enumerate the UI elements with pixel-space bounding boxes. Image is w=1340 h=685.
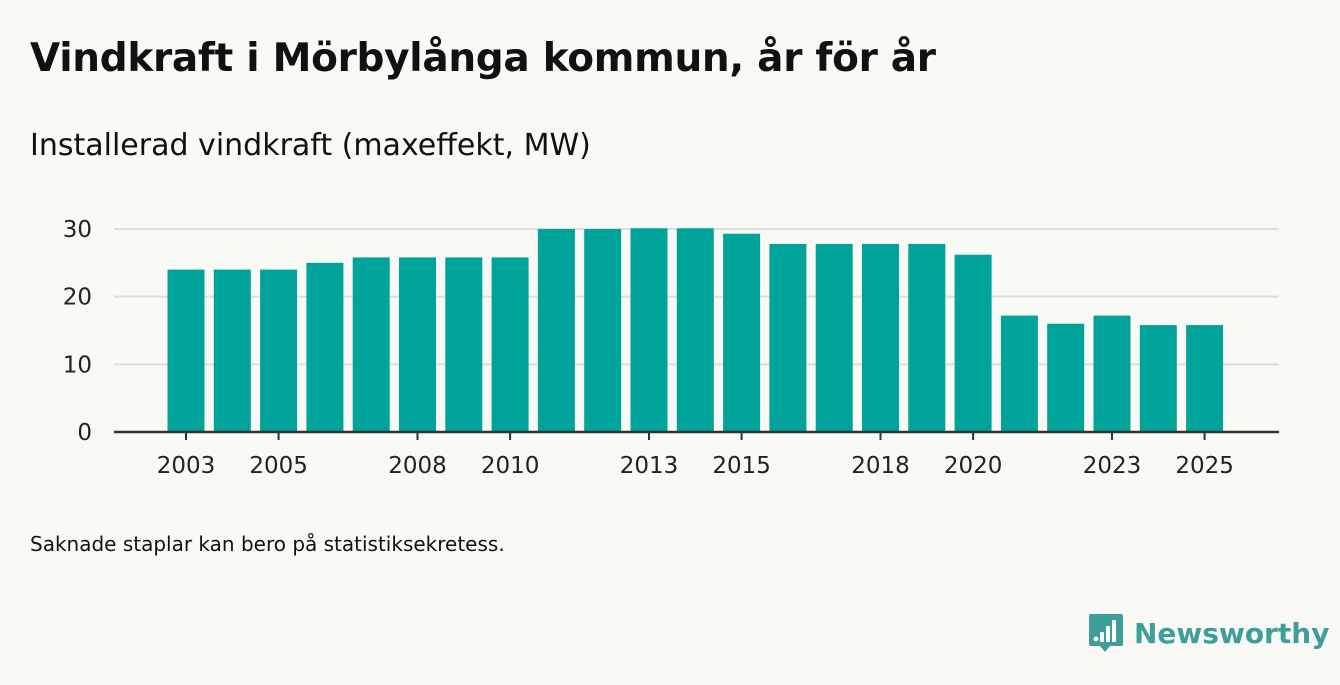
x-tick-label-2013: 2013 (620, 453, 679, 479)
bar-2014 (676, 228, 714, 432)
brand-name: Newsworthy (1134, 616, 1330, 650)
bar-2015 (723, 233, 761, 432)
bar-2004 (213, 269, 251, 432)
bar-2003 (167, 269, 205, 432)
bar-2011 (537, 229, 575, 432)
bar-2025 (1186, 325, 1224, 432)
bar-chart: 0 10 20 30 2003 2005 2008 2010 2013 2015 2018 2020 2… (63, 217, 1279, 479)
bar-2009 (445, 257, 483, 432)
x-tick-label-2003: 2003 (157, 453, 216, 479)
footnote: Saknade staplar kan bero på statistiksek… (30, 532, 505, 556)
x-tick-label-2005: 2005 (249, 453, 308, 479)
bar-2005 (260, 269, 298, 432)
bar-2016 (769, 243, 807, 432)
newsworthy-logo-icon (1089, 614, 1123, 652)
chart-subtitle: Installerad vindkraft (maxeffekt, MW) (30, 128, 591, 163)
x-tick-label-2025: 2025 (1175, 453, 1234, 479)
y-tick-label-0: 0 (77, 420, 92, 446)
bar-2008 (399, 257, 436, 432)
bar-2010 (491, 257, 529, 432)
newsworthy-logo: Newsworthy (1088, 612, 1329, 654)
bar-2022 (1047, 323, 1085, 432)
y-tick-label-20: 20 (63, 285, 92, 311)
x-tick-label-2015: 2015 (712, 453, 771, 479)
bar-2018 (862, 243, 899, 432)
bar-2006 (306, 262, 344, 432)
bar-2021 (1000, 315, 1038, 432)
bar-2017 (815, 243, 853, 432)
chart-title: Vindkraft i Mörbylånga kommun, år för år (30, 36, 936, 81)
x-tick-label-2010: 2010 (481, 453, 540, 479)
x-tick-label-2018: 2018 (851, 453, 910, 479)
x-tick-label-2023: 2023 (1083, 453, 1142, 479)
x-tick-label-2008: 2008 (388, 453, 447, 479)
bar-2007 (352, 257, 390, 432)
y-tick-label-10: 10 (63, 352, 92, 378)
bar-2013 (630, 228, 668, 432)
x-tick-label-2020: 2020 (944, 453, 1003, 479)
bar-2012 (584, 229, 622, 432)
y-tick-label-30: 30 (63, 217, 92, 243)
bar-2020 (954, 254, 992, 432)
bar-2024 (1139, 325, 1177, 432)
bar-2023 (1093, 315, 1131, 432)
bar-2019 (908, 243, 946, 432)
